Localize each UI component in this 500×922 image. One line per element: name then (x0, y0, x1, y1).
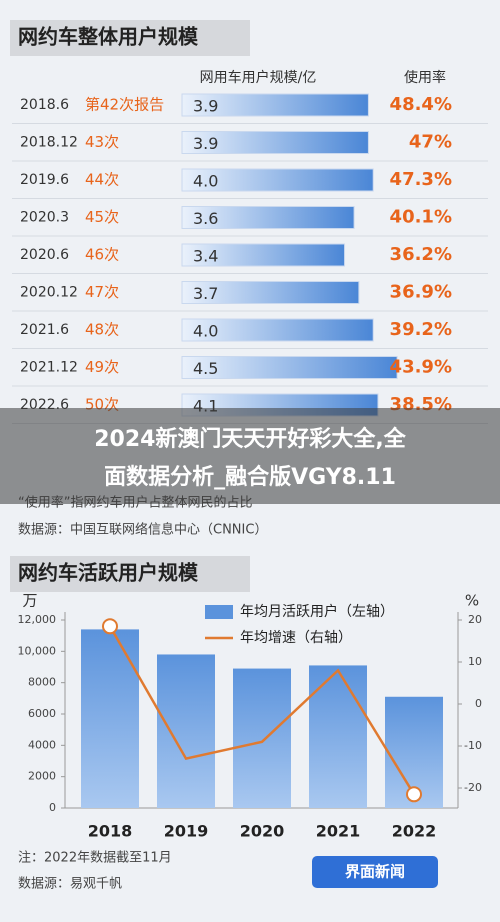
report-label: 第42次报告 (85, 96, 164, 114)
y2-tick-label: 20 (468, 613, 482, 626)
report-label: 46次 (85, 246, 119, 264)
rate-label: 43.9% (390, 357, 452, 378)
value-label: 4.5 (193, 359, 218, 378)
row-label: 2018.12 (20, 135, 78, 151)
report-label: 44次 (85, 171, 119, 189)
y-tick-label: 6000 (28, 707, 56, 720)
value-label: 3.6 (193, 209, 218, 228)
row-label: 2020.12 (20, 285, 78, 301)
report-label: 47次 (85, 283, 119, 301)
overlay-text: 2024新澳门天天开好彩大全,全 (94, 426, 407, 452)
y-tick-label: 12,000 (18, 613, 57, 626)
y2-tick-label: -20 (464, 781, 482, 794)
x-tick-label: 2022 (392, 822, 437, 841)
y2-tick-label: 10 (468, 655, 482, 668)
bar (309, 665, 367, 808)
bar (181, 131, 369, 154)
row-label: 2020.6 (20, 247, 69, 263)
rate-label: 47.3% (390, 169, 452, 190)
y-tick-label: 10,000 (18, 644, 57, 657)
bar (81, 629, 139, 808)
note: 注：2022年数据截至11月 (18, 851, 172, 866)
rate-label: 39.2% (390, 319, 452, 340)
bar (157, 654, 215, 808)
report-label: 43次 (85, 133, 119, 151)
overlay-band (0, 408, 500, 504)
row-label: 2021.6 (20, 322, 69, 338)
title-banner (10, 556, 250, 592)
bar (181, 206, 355, 229)
y-unit: 万 (22, 592, 37, 610)
rate-label: 47% (409, 132, 452, 153)
bar (181, 243, 346, 267)
rate-label: 36.9% (390, 282, 452, 303)
row-label: 2018.6 (20, 97, 69, 113)
y2-tick-label: 0 (475, 697, 482, 710)
bar (181, 318, 374, 342)
x-tick-label: 2021 (316, 822, 361, 841)
column-header: 使用率 (404, 69, 446, 86)
rate-label: 40.1% (390, 207, 452, 228)
legend-label: 年均增速（右轴） (240, 630, 352, 646)
column-header: 网用车用户规模/亿 (200, 69, 317, 86)
logo-box (312, 856, 438, 888)
bar (181, 93, 369, 117)
row-label: 2019.6 (20, 172, 69, 188)
value-label: 3.9 (193, 134, 218, 153)
x-tick-label: 2019 (164, 822, 209, 841)
overlay-text: 面数据分析_融合版VGY8.11 (104, 464, 396, 490)
y2-unit: % (465, 592, 479, 610)
y-tick-label: 4000 (28, 738, 56, 751)
value-label: 3.9 (193, 97, 218, 116)
title-banner (10, 20, 250, 56)
bar (181, 168, 374, 192)
line-marker (406, 786, 422, 803)
x-tick-label: 2020 (240, 822, 285, 841)
title: 网约车整体用户规模 (18, 25, 199, 49)
row-label: 2021.12 (20, 360, 78, 376)
line-marker (102, 618, 118, 635)
y-tick-label: 0 (49, 801, 56, 814)
value-label: 3.4 (193, 247, 218, 266)
report-label: 45次 (85, 208, 119, 226)
report-label: 49次 (85, 358, 119, 376)
overlay: 2024新澳门天天开好彩大全,全 面数据分析_融合版VGY8.11 (0, 408, 500, 504)
value-label: 3.7 (193, 284, 218, 303)
value-label: 4.0 (193, 172, 218, 191)
note: 数据源：中国互联网络信息中心（CNNIC） (18, 522, 267, 538)
bar (233, 668, 291, 808)
value-label: 4.0 (193, 322, 218, 341)
legend-label: 年均月活跃用户（左轴） (240, 603, 394, 620)
chart-title: 网约车活跃用户规模 (18, 561, 199, 585)
combo-chart: 万 % 0 2000 4000 6000 8000 10,000 12,000 -20 -10 0 10… (18, 592, 483, 841)
report-label: 48次 (85, 321, 119, 339)
x-tick-label: 2018 (88, 822, 133, 841)
rate-label: 36.2% (390, 244, 452, 265)
legend-swatch (205, 605, 233, 619)
rate-label: 48.4% (390, 94, 452, 115)
logo: 界面新闻 (345, 863, 405, 881)
bar (181, 356, 398, 379)
y2-tick-label: -10 (464, 739, 482, 752)
row-label: 2020.3 (20, 210, 69, 226)
bar (181, 281, 360, 304)
y-tick-label: 8000 (28, 676, 56, 689)
note: 数据源：易观千帆 (18, 877, 122, 892)
y-tick-label: 2000 (28, 770, 56, 783)
line (108, 625, 416, 795)
